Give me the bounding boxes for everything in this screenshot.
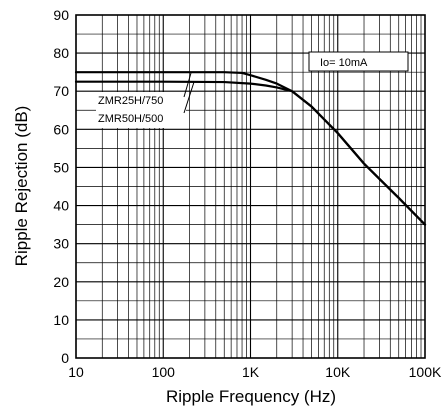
y-tick-label: 0 (61, 350, 69, 366)
series-line-zmr50h-500 (74, 80, 427, 226)
y-tick-label: 10 (53, 312, 69, 328)
x-tick-label: 100 (152, 364, 176, 380)
y-tick-label: 40 (53, 198, 69, 214)
legend-label-box (96, 92, 186, 128)
y-tick-label: 90 (53, 7, 69, 23)
io-label-box (308, 51, 409, 72)
y-tick-label: 60 (53, 121, 69, 137)
y-tick-label: 20 (53, 274, 69, 290)
x-tick-label: 10 (68, 364, 84, 380)
legend-label-zmr50h: ZMR50H/500 (98, 113, 163, 125)
plot-border (75, 14, 426, 359)
plot-frame (75, 14, 426, 359)
x-tick-label: 100K (409, 364, 442, 380)
y-tick-label: 50 (53, 159, 69, 175)
leader-line-zmr50h (183, 81, 195, 114)
x-tick-label: 10K (325, 364, 351, 380)
io-label: Io= 10mA (320, 57, 368, 69)
y-tick-label: 80 (53, 45, 69, 61)
leader-line-zmr25h (183, 72, 192, 98)
x-axis-title: Ripple Frequency (Hz) (166, 387, 336, 406)
legend-label-zmr25h: ZMR25H/750 (98, 95, 163, 107)
series-lines (74, 71, 427, 226)
y-tick-label: 30 (53, 236, 69, 252)
x-tick-label: 1K (242, 364, 260, 380)
y-axis-title: Ripple Rejection (dB) (12, 106, 31, 267)
annotations: Io= 10mA ZMR25H/750 ZMR50H/500 (96, 51, 409, 128)
y-tick-label: 70 (53, 83, 69, 99)
